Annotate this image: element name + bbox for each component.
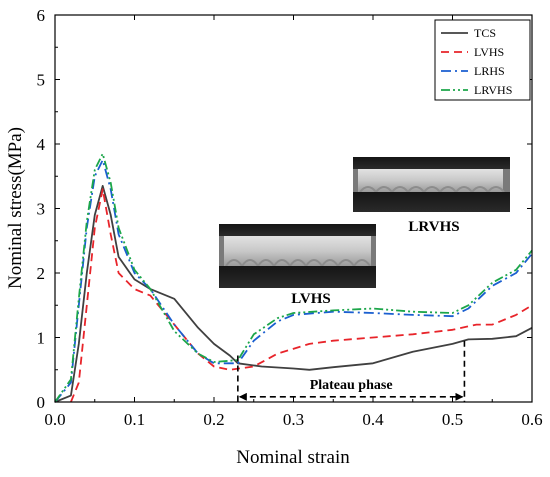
- y-tick-label: 6: [37, 6, 46, 25]
- series-line-lvhs: [70, 188, 533, 403]
- x-tick-label: 0.0: [44, 410, 65, 429]
- y-axis-title: Nominal stress(MPa): [5, 127, 26, 289]
- legend-label-tcs: TCS: [474, 26, 496, 40]
- series-line-lrhs: [54, 159, 533, 403]
- y-tick-label: 2: [37, 264, 46, 283]
- x-tick-label: 0.5: [442, 410, 463, 429]
- legend-label-lrhs: LRHS: [474, 64, 505, 78]
- legend-label-lrvhs: LRVHS: [474, 83, 512, 97]
- inset-photo-lrvhs: [353, 157, 510, 212]
- y-tick-label: 4: [37, 135, 46, 154]
- legend: TCS LVHS LRHS LRVHS: [434, 19, 531, 101]
- y-tick-label: 0: [37, 393, 46, 412]
- plateau-label: Plateau phase: [310, 378, 393, 393]
- x-tick-label: 0.4: [362, 410, 384, 429]
- x-tick-label: 0.1: [124, 410, 145, 429]
- y-tick-label: 5: [37, 71, 46, 90]
- series-line-tcs: [54, 184, 533, 403]
- x-axis-title: Nominal strain: [236, 447, 350, 468]
- y-tick-label: 1: [37, 329, 46, 348]
- inset-photo-lvhs: [219, 224, 376, 288]
- y-tick-label: 3: [37, 200, 46, 219]
- inset-label-lvhs: LVHS: [291, 291, 330, 307]
- legend-label-lvhs: LVHS: [474, 45, 504, 59]
- x-tick-label: 0.6: [521, 410, 542, 429]
- x-tick-label: 0.2: [203, 410, 224, 429]
- series-line-lrvhs: [54, 152, 533, 403]
- inset-label-lrvhs: LRVHS: [408, 219, 459, 235]
- x-axis: 0.0 0.1 0.2 0.3 0.4 0.5 0.6: [44, 15, 543, 429]
- x-tick-label: 0.3: [283, 410, 304, 429]
- plateau-annotation: Plateau phase: [237, 340, 466, 402]
